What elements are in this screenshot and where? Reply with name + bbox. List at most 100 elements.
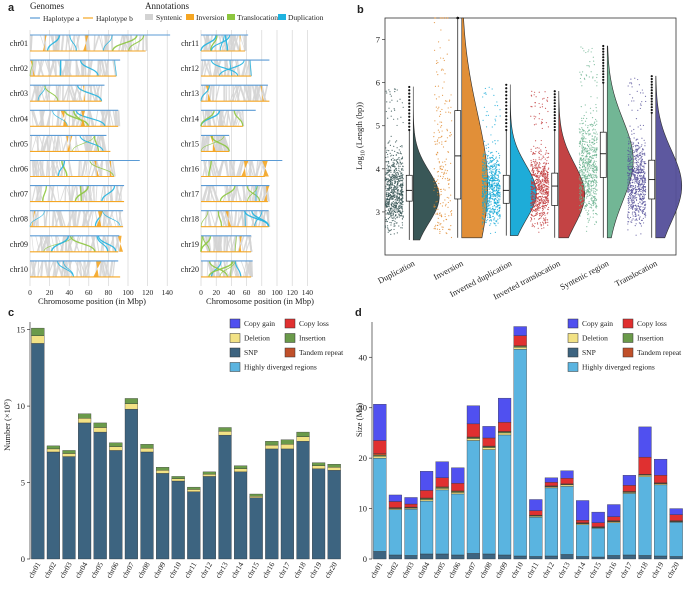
b-data-point [627,104,630,106]
b-data-point [398,196,401,198]
b-data-point [547,221,549,223]
b-data-point [538,202,541,204]
b-data-point [400,227,402,229]
chromosome-label: chr20 [181,265,199,274]
b-data-point [437,108,439,110]
b-data-point [634,171,636,174]
b-data-point [542,199,544,201]
b-data-point [448,100,451,102]
b-data-point [487,114,489,116]
duplication-link [102,210,121,227]
b-data-point [592,188,595,190]
b-outlier [602,56,605,59]
b-data-point [492,174,494,176]
b-data-point [583,176,585,178]
syntenic-link [259,160,265,177]
b-data-point [640,171,642,173]
b-data-point [544,167,546,169]
b-data-point [394,196,396,198]
b-data-point [636,168,638,170]
b-data-point [493,219,495,221]
b-data-point [395,198,397,200]
bar-segment [388,554,402,560]
syntenic-link [233,210,238,227]
b-data-point [587,150,589,152]
b-data-point [399,159,401,161]
b-data-point [448,187,450,189]
b-data-point [591,180,594,182]
b-data-point [589,206,591,208]
b-data-point [435,17,437,19]
syntenic-link [52,110,54,127]
b-data-point [396,89,398,91]
bar-segment [124,398,138,404]
bar-segment [265,441,279,446]
b-data-point [537,223,539,225]
b-data-point [537,188,539,190]
b-data-point [487,208,489,210]
translocation-link [219,260,236,277]
translocation-link [44,85,59,102]
b-data-point [536,181,538,183]
b-data-point [588,160,590,162]
b-data-point [582,132,584,135]
b-data-point [640,219,643,221]
b-data-point [402,215,404,217]
bar-segment [234,471,248,560]
b-data-point [385,201,387,204]
b-data-point [534,195,536,197]
b-data-point [627,150,630,152]
b-data-point [538,178,540,180]
syntenic-link [106,210,113,227]
duplication-link [77,84,103,102]
b-data-point [635,198,638,201]
b-data-point [539,207,541,209]
b-data-point [391,214,393,217]
b-data-point [397,191,399,193]
b-data-point [543,97,545,99]
translocation-link [209,34,218,52]
b-data-point [489,192,491,194]
b-data-point [485,182,487,184]
b-data-point [401,102,403,104]
b-data-point [587,131,589,133]
b-data-point [490,216,492,218]
b-data-point [628,199,630,201]
b-data-point [530,163,532,165]
syntenic-link [62,85,70,102]
b-data-point [538,209,540,211]
b-data-point [534,162,536,164]
b-data-point [489,212,491,214]
b-data-point [444,213,446,215]
b-data-point [481,166,484,168]
b-data-point [629,192,632,195]
bar-segment [187,486,201,490]
b-data-point [530,208,532,210]
b-data-point [534,173,536,176]
syntenic-link [245,235,252,252]
b-data-point [540,202,542,205]
b-data-point [535,166,538,168]
b-data-point [592,77,594,79]
b-data-point [546,179,548,181]
legend-inversion-label: Inversion [196,13,225,22]
b-data-point [638,207,641,209]
b-data-point [629,216,632,219]
b-outlier [408,128,411,132]
b-data-point [543,191,545,193]
b-data-point [440,167,442,170]
b-data-point [493,179,496,181]
syntenic-link [234,85,240,102]
b-data-point [399,145,401,148]
b-data-point [439,232,441,235]
b-outlier [408,99,411,102]
syntenic-link [59,185,66,202]
b-data-point [485,93,487,95]
b-data-point [449,229,451,231]
b-data-point [493,205,496,207]
b-data-point [443,220,445,222]
b-data-point [394,174,396,176]
translocation-link [234,235,237,252]
b-data-point [441,135,443,137]
